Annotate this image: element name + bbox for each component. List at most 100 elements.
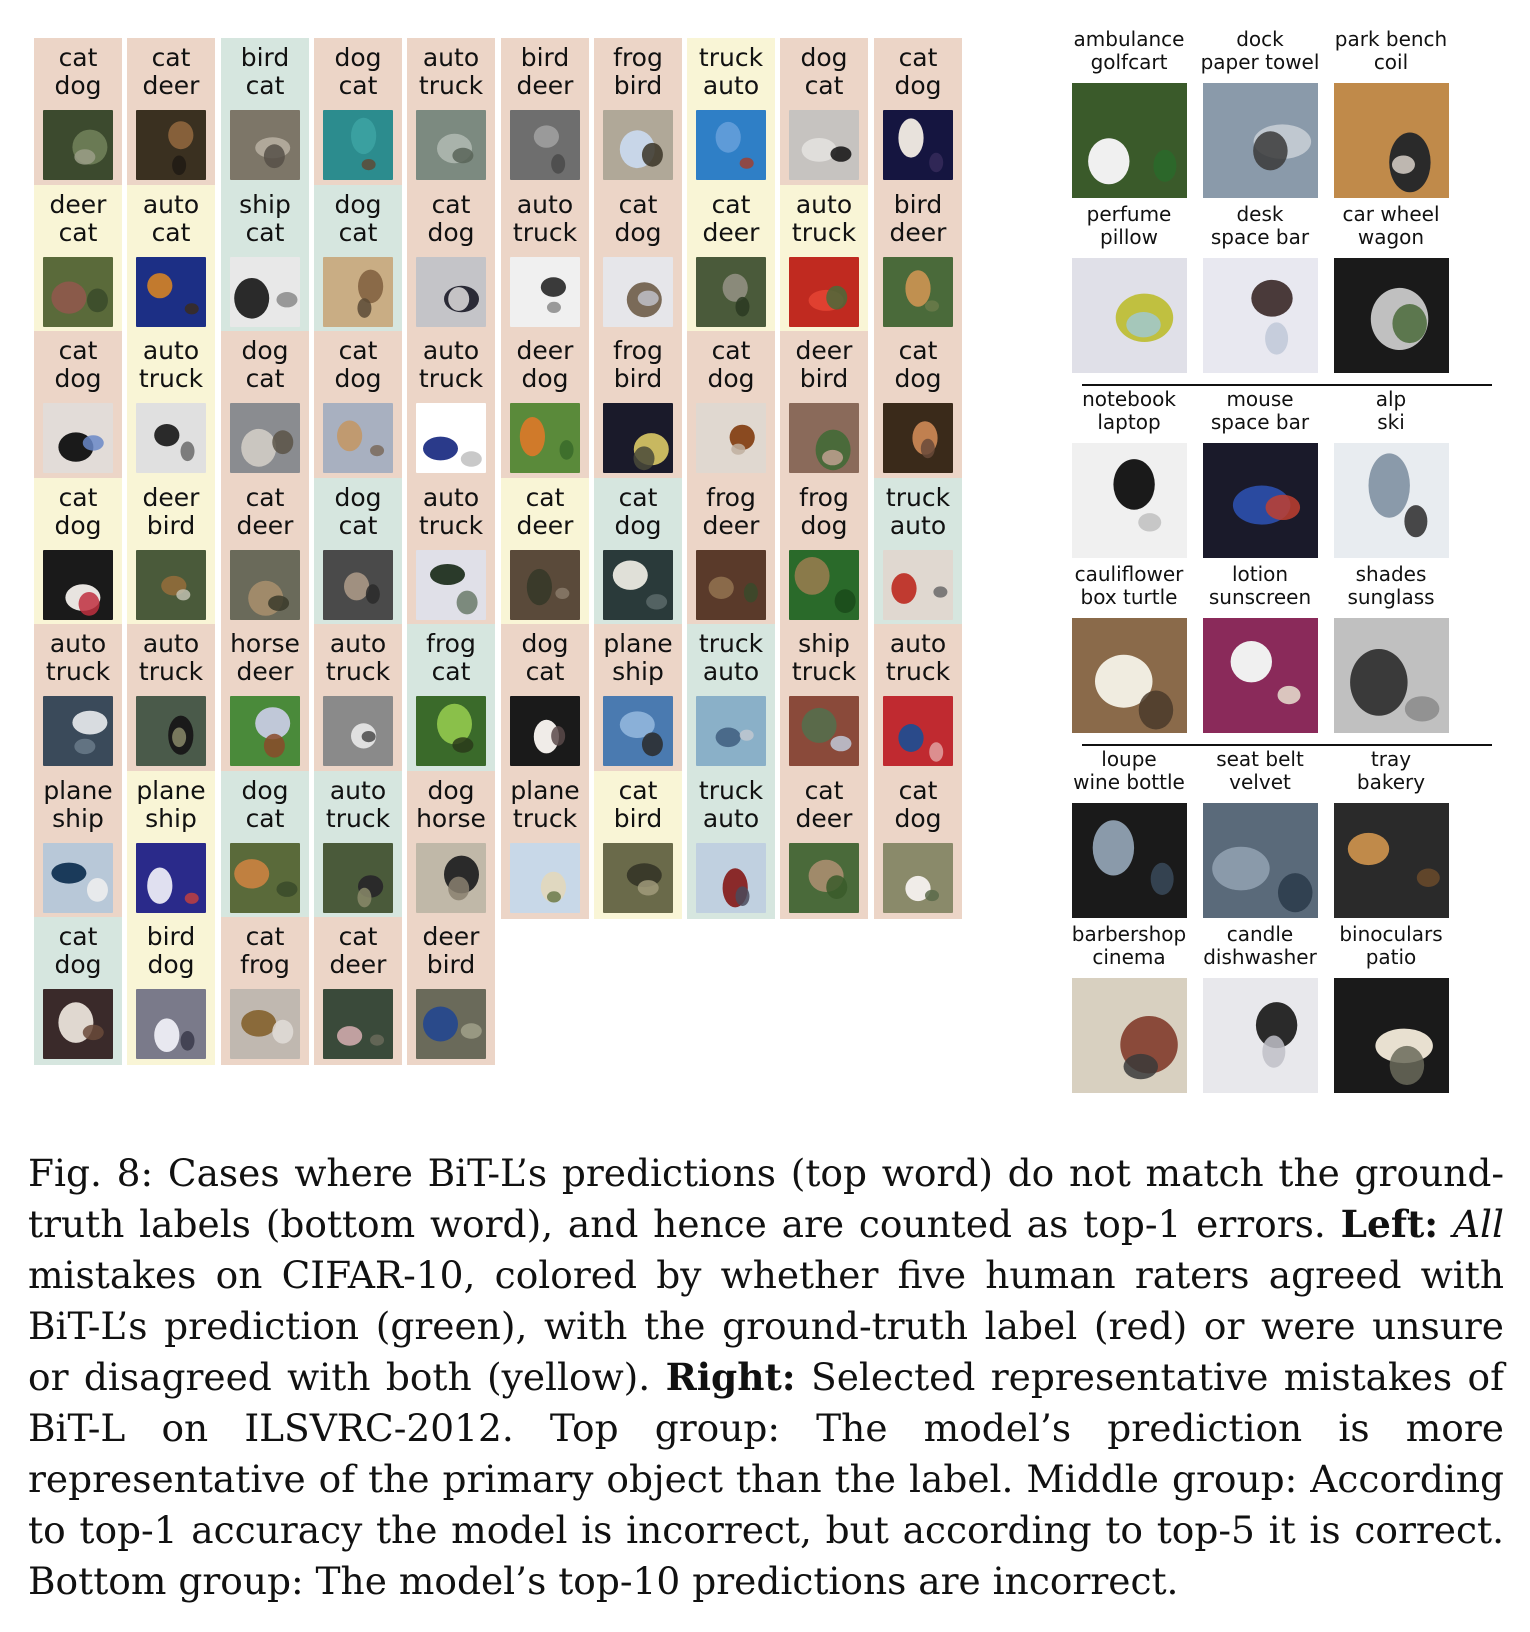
ilsvrc-image	[1334, 803, 1449, 918]
ground-truth-label: coil	[1373, 50, 1409, 74]
ground-truth-label: wagon	[1357, 225, 1425, 249]
cifar-cell: frog bird	[594, 38, 682, 186]
ground-truth-label: ship	[145, 804, 197, 833]
prediction-label: plane	[510, 776, 580, 805]
prediction-label: auto	[49, 629, 107, 658]
cifar-cell: plane ship	[127, 771, 215, 919]
ground-truth-label: cat	[338, 218, 378, 247]
cifar-image	[789, 110, 859, 180]
cifar-cell: auto truck	[780, 185, 868, 333]
cifar-cell: dog horse	[407, 771, 495, 919]
cifar-image	[696, 403, 766, 473]
ilsvrc-image	[1334, 258, 1449, 373]
prediction-label: candle	[1226, 922, 1294, 946]
cifar-cell: deer bird	[407, 917, 495, 1065]
ilsvrc-image	[1072, 443, 1187, 558]
prediction-label: cat	[618, 776, 658, 805]
cifar-image	[696, 550, 766, 620]
ground-truth-label: dog	[800, 511, 848, 540]
cifar-cell: auto truck	[127, 624, 215, 772]
ground-truth-label: dog	[614, 511, 662, 540]
cifar-image	[883, 110, 953, 180]
cifar-image	[416, 843, 486, 913]
ground-truth-label: truck	[791, 218, 857, 247]
prediction-label: bird	[240, 43, 290, 72]
cifar-image	[136, 696, 206, 766]
prediction-label: park bench	[1334, 27, 1448, 51]
prediction-label: auto	[795, 190, 853, 219]
cifar-cell: cat dog	[874, 771, 962, 919]
cifar-image	[43, 403, 113, 473]
ground-truth-label: velvet	[1229, 770, 1291, 794]
prediction-label: dog	[427, 776, 475, 805]
ground-truth-label: dog	[521, 364, 569, 393]
prediction-label: desk	[1236, 202, 1284, 226]
prediction-label: bird	[520, 43, 570, 72]
cifar-image	[883, 843, 953, 913]
cifar-image	[136, 110, 206, 180]
prediction-label: cauliflower	[1074, 562, 1184, 586]
cifar-image	[136, 403, 206, 473]
ground-truth-label: cat	[245, 804, 285, 833]
ground-truth-label: truck	[45, 657, 111, 686]
prediction-label: auto	[142, 336, 200, 365]
cifar-cell: cat dog	[34, 917, 122, 1065]
cifar-cell: dog cat	[501, 624, 589, 772]
prediction-label: auto	[329, 629, 387, 658]
cifar-image	[510, 843, 580, 913]
prediction-label: auto	[142, 190, 200, 219]
ground-truth-label: deer	[236, 511, 294, 540]
cifar-cell: cat frog	[221, 917, 309, 1065]
ilsvrc-cell: desk space bar	[1191, 203, 1329, 375]
cifar-cell: bird dog	[127, 917, 215, 1065]
prediction-label: truck	[698, 43, 764, 72]
ilsvrc-image	[1072, 978, 1187, 1093]
prediction-label: dog	[241, 776, 289, 805]
ground-truth-label: truck	[418, 364, 484, 393]
prediction-label: car wheel	[1342, 202, 1440, 226]
ilsvrc-image	[1203, 258, 1318, 373]
ground-truth-label: deer	[795, 804, 853, 833]
cifar-cell: cat dog	[407, 185, 495, 333]
prediction-label: frog	[799, 483, 849, 512]
ground-truth-label: truck	[325, 657, 391, 686]
ground-truth-label: cat	[245, 364, 285, 393]
ilsvrc-cell: mouse space bar	[1191, 388, 1329, 560]
ground-truth-label: sunscreen	[1208, 585, 1312, 609]
ground-truth-label: auto	[702, 804, 760, 833]
ground-truth-label: bird	[613, 804, 663, 833]
prediction-label: cat	[804, 776, 844, 805]
cifar-image	[510, 550, 580, 620]
cifar-image	[323, 843, 393, 913]
prediction-label: auto	[516, 190, 574, 219]
prediction-label: cat	[711, 190, 751, 219]
cifar-image	[43, 843, 113, 913]
group-separator	[1082, 744, 1492, 746]
caption-text: Selected representative mistakes of BiT-…	[28, 1355, 1504, 1603]
cifar-cell: cat deer	[780, 771, 868, 919]
cifar-image	[603, 696, 673, 766]
cifar-image	[883, 696, 953, 766]
ground-truth-label: cat	[525, 657, 565, 686]
cifar-cell: cat dog	[34, 38, 122, 186]
ground-truth-label: dog	[614, 218, 662, 247]
ilsvrc-cell: park bench coil	[1322, 28, 1460, 200]
cifar-image	[43, 257, 113, 327]
prediction-label: frog	[613, 43, 663, 72]
ground-truth-label: truck	[418, 71, 484, 100]
ground-truth-label: deer	[889, 218, 947, 247]
ground-truth-label: cat	[151, 218, 191, 247]
cifar-image	[230, 257, 300, 327]
prediction-label: lotion	[1231, 562, 1289, 586]
prediction-label: cat	[338, 336, 378, 365]
ilsvrc-cell: dock paper towel	[1191, 28, 1329, 200]
cifar-cell: auto truck	[407, 38, 495, 186]
prediction-label: deer	[422, 922, 480, 951]
prediction-label: cat	[898, 336, 938, 365]
group-separator	[1082, 384, 1492, 386]
cifar-image	[230, 550, 300, 620]
prediction-label: cat	[525, 483, 565, 512]
prediction-label: cat	[898, 776, 938, 805]
ilsvrc-image	[1334, 443, 1449, 558]
ground-truth-label: golfcart	[1090, 50, 1168, 74]
